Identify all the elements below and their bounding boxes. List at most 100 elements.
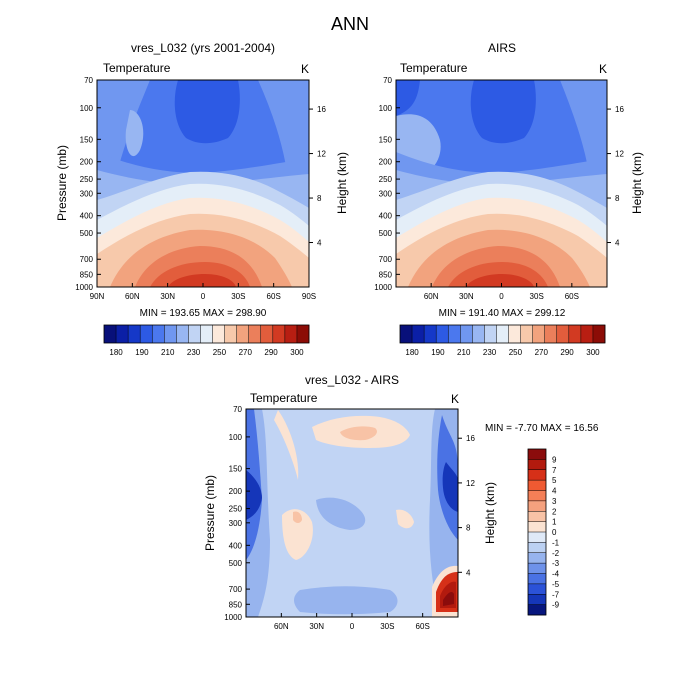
y-tick-label: 850 [80, 270, 94, 279]
colorbar-swatch [592, 325, 606, 343]
panel-model: vres_L032 (yrs 2001-2004) Temperature K … [55, 41, 349, 357]
colorbar-swatch [176, 325, 189, 343]
y-right-tick-label: 4 [317, 239, 322, 248]
y-tick-label: 500 [229, 559, 243, 568]
colorbar-swatch [128, 325, 141, 343]
y-axis-left: 70 100 150 200 250 300 400 500 700 850 1000 [75, 76, 101, 292]
contour-band [442, 462, 458, 512]
colorbar-label: 190 [431, 348, 445, 357]
variable-label: Temperature [250, 391, 318, 405]
colorbar-label: 250 [213, 348, 227, 357]
y-tick-label: 70 [233, 405, 242, 414]
y-tick-label: 250 [229, 505, 243, 514]
units-label: K [599, 62, 607, 76]
y-axis-label: Pressure (mb) [55, 145, 69, 221]
contour-band [293, 511, 302, 523]
colorbar-swatch [528, 511, 546, 522]
colorbar-swatch [528, 469, 546, 481]
y-right-tick-label: 16 [466, 434, 475, 443]
colorbar: 9 75 432 10-1 -2-3 -4-5-7 -9 [527, 448, 560, 616]
colorbar-swatch [528, 542, 546, 554]
x-axis: 60N 30N 0 30S 60S [424, 283, 579, 301]
colorbar-label: 270 [239, 348, 253, 357]
x-tick-label: 90N [90, 292, 105, 301]
colorbar-label: 3 [552, 497, 557, 506]
y-tick-label: 850 [379, 270, 393, 279]
colorbar-swatch [528, 490, 546, 502]
colorbar-label: -7 [552, 590, 560, 599]
colorbar-swatch [472, 325, 485, 343]
contour-field [246, 409, 458, 617]
x-tick-label: 60N [424, 292, 439, 301]
y-tick-label: 200 [379, 158, 393, 167]
variable-label: Temperature [400, 61, 468, 75]
units-label: K [301, 62, 309, 76]
x-tick-label: 30S [231, 292, 245, 301]
colorbar-swatch [528, 459, 546, 471]
colorbar-swatch [528, 583, 546, 595]
x-tick-label: 60N [274, 622, 289, 631]
colorbar-swatch [296, 325, 310, 343]
y-tick-label: 200 [80, 158, 94, 167]
y-right-tick-label: 12 [466, 479, 475, 488]
y-tick-label: 300 [80, 189, 94, 198]
colorbar-label: -3 [552, 559, 560, 568]
colorbar-label: 0 [552, 528, 557, 537]
y-tick-label: 100 [229, 433, 243, 442]
contour-band [396, 509, 414, 529]
y-right-tick-label: 4 [466, 568, 471, 577]
y-tick-label: 150 [80, 135, 94, 144]
contour-field [97, 80, 309, 287]
y-tick-label: 400 [229, 541, 243, 550]
colorbar-swatch [436, 325, 449, 343]
colorbar-swatch [164, 325, 177, 343]
x-tick-label: 30N [309, 622, 324, 631]
y-tick-label: 150 [379, 135, 393, 144]
x-tick-label: 0 [350, 622, 355, 631]
x-tick-label: 30N [459, 292, 474, 301]
x-tick-label: 30N [160, 292, 175, 301]
colorbar-label: 210 [457, 348, 471, 357]
x-tick-label: 30S [380, 622, 394, 631]
colorbar-swatch [140, 325, 153, 343]
colorbar-label: 300 [290, 348, 304, 357]
y-axis-left: 70 100 150 200 250 300 400 500 700 850 1000 [374, 76, 400, 292]
colorbar-label: -5 [552, 580, 560, 589]
colorbar-label: 2 [552, 507, 557, 516]
colorbar-swatch [212, 325, 225, 343]
x-axis: 60N 30N 0 30S 60S [274, 613, 430, 631]
contour-band [282, 509, 313, 560]
colorbar-label: 290 [560, 348, 574, 357]
colorbar-swatch [152, 325, 165, 343]
y-axis-right: 16 12 8 4 [309, 105, 326, 248]
colorbar-swatch [224, 325, 237, 343]
y-right-tick-label: 8 [466, 524, 471, 533]
y-right-tick-label: 8 [317, 194, 322, 203]
contour-field [396, 80, 607, 287]
x-tick-label: 60S [565, 292, 579, 301]
colorbar-frame [399, 324, 606, 344]
contour-band [443, 592, 454, 606]
colorbar-swatch [532, 325, 546, 343]
y-tick-label: 1000 [224, 613, 242, 622]
x-tick-label: 30S [530, 292, 544, 301]
x-axis: 90N 60N 30N 0 30S 60S 90S [90, 283, 316, 301]
colorbar-label: 290 [264, 348, 278, 357]
colorbar-swatch [188, 325, 201, 343]
colorbar-label: 9 [552, 455, 557, 464]
y-tick-label: 100 [379, 104, 393, 113]
y-tick-label: 300 [229, 519, 243, 528]
colorbar-swatch [528, 521, 546, 533]
x-tick-label: 90S [302, 292, 316, 301]
y-axis-right: 16 12 8 4 [607, 105, 624, 248]
contour-band [294, 586, 398, 615]
x-tick-label: 60S [267, 292, 281, 301]
colorbar-swatch [568, 325, 582, 343]
colorbar-label: 250 [509, 348, 523, 357]
colorbar-swatch [248, 325, 262, 343]
colorbar-swatch [284, 325, 298, 343]
colorbar-swatch [116, 325, 129, 343]
contour-band [340, 426, 377, 441]
y-tick-label: 250 [379, 175, 393, 184]
colorbar-swatch [528, 500, 546, 512]
